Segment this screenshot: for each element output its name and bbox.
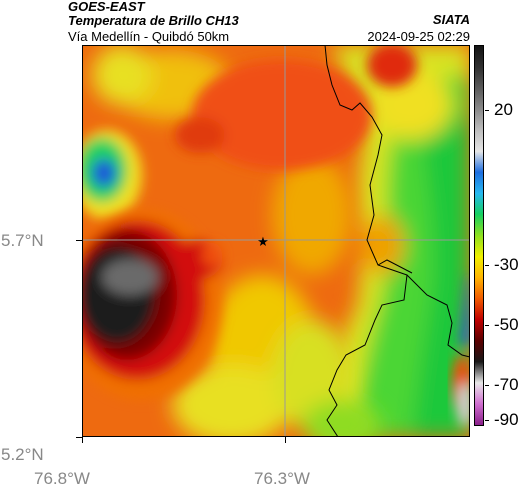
colorbar-tick (485, 110, 489, 111)
colorbar-label: 20 (494, 100, 513, 119)
map-title: Temperatura de Brillo CH13 (68, 13, 239, 28)
y-tick-5-7 (76, 240, 82, 241)
lat-label-5-7: 5.7°N (1, 231, 44, 250)
x-tick-76-3 (285, 437, 286, 443)
lat-label-5-2: 5.2°N (1, 445, 44, 464)
lon-label-76-3: 76.3°W (254, 469, 310, 488)
boundary-branch (377, 259, 413, 274)
lon-label-76-8: 76.8°W (34, 469, 90, 488)
star-icon: ★ (257, 235, 269, 250)
map-subtitle: Vía Medellín - Quibdó 50km (68, 29, 230, 44)
source-label: SIATA (432, 12, 470, 27)
boundary-line-east (406, 274, 470, 358)
colorbar-tick (485, 420, 489, 421)
colorbar-label: -70 (494, 375, 519, 394)
colorbar (474, 45, 484, 426)
y-tick-5-2 (76, 437, 82, 438)
colorbar-tick (485, 325, 489, 326)
colorbar-label: -50 (494, 315, 519, 334)
colorbar-label: -90 (494, 410, 519, 429)
timestamp: 2024-09-25 02:29 (367, 29, 470, 44)
boundary-line (324, 45, 408, 437)
x-tick-76-8 (82, 437, 83, 443)
colorbar-tick (485, 265, 489, 266)
colorbar-tick (485, 385, 489, 386)
colorbar-label: -30 (494, 255, 519, 274)
product-label: GOES-EAST (68, 0, 145, 14)
brightness-temperature-image: ★ (82, 45, 470, 437)
satellite-map[interactable]: ★ (82, 45, 470, 437)
